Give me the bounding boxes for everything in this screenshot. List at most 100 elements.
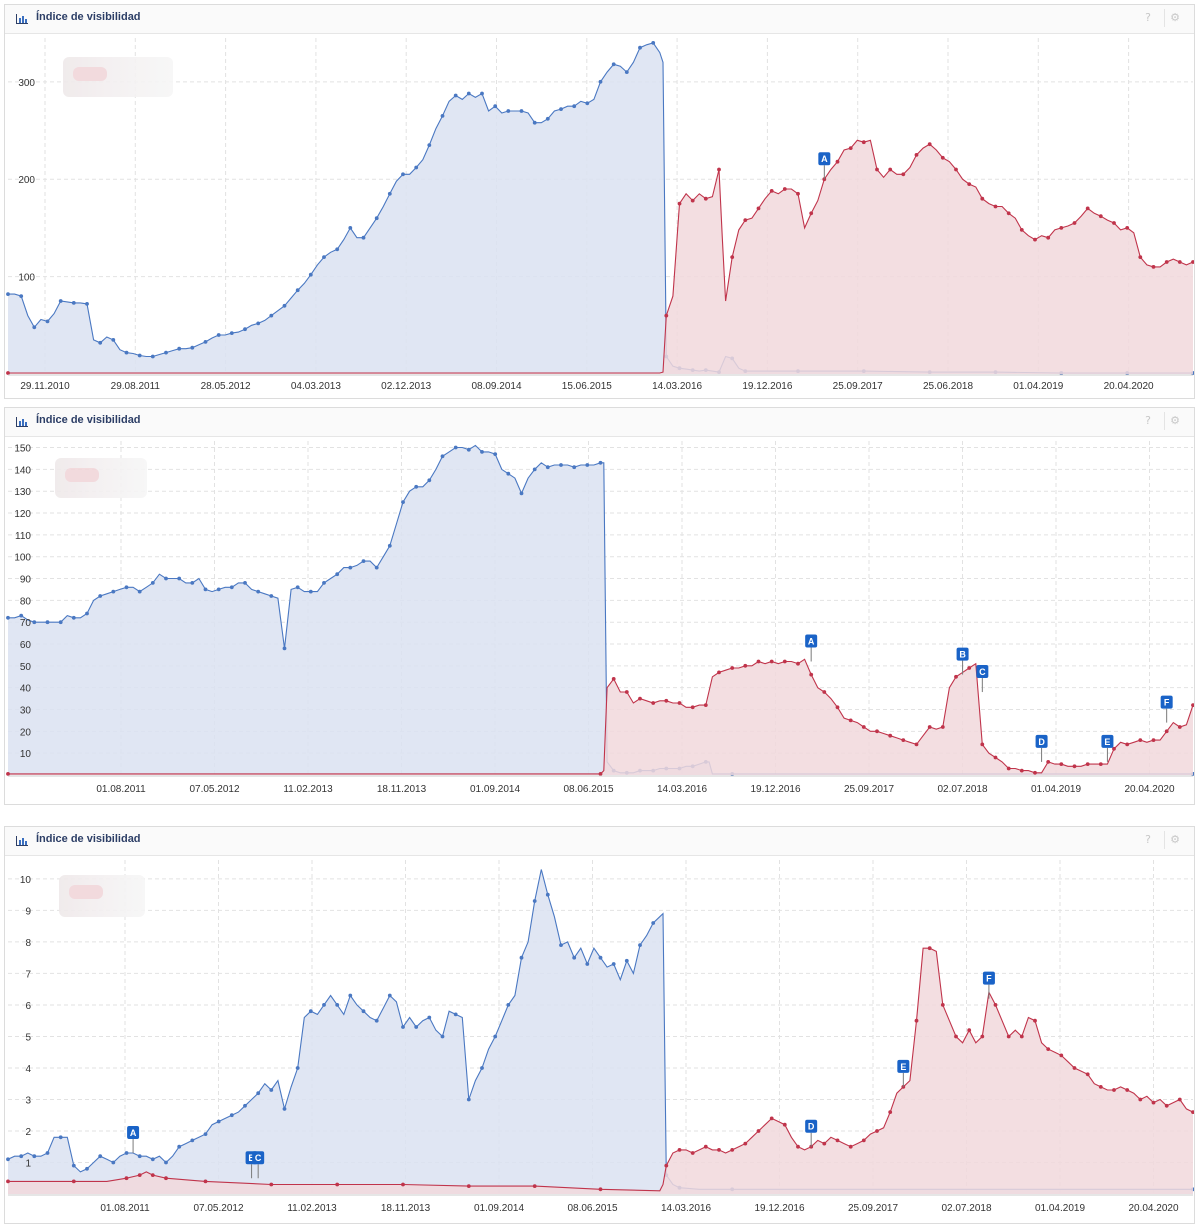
red-series-point[interactable] — [1072, 764, 1077, 769]
blue-series-point[interactable] — [216, 1119, 221, 1124]
blue-series-point[interactable] — [348, 226, 353, 230]
blue-series-point[interactable] — [203, 1132, 208, 1136]
blue-series-point[interactable] — [585, 101, 590, 106]
red-series-point[interactable] — [690, 1151, 695, 1155]
red-series-point[interactable] — [875, 167, 879, 172]
blue-series-point[interactable] — [572, 104, 577, 109]
red-series-point[interactable] — [861, 1138, 866, 1143]
red-series-point[interactable] — [782, 187, 787, 191]
blue-series-point[interactable] — [322, 255, 326, 259]
red-series-point[interactable] — [1072, 1066, 1077, 1070]
blue-series-point[interactable] — [453, 93, 458, 98]
red-series-point[interactable] — [6, 371, 10, 375]
red-series-point[interactable] — [743, 218, 748, 223]
blue-series-point[interactable] — [361, 235, 366, 240]
blue-series-point[interactable] — [177, 576, 182, 581]
blue-series-point[interactable] — [651, 921, 656, 925]
red-series-point[interactable] — [164, 1176, 168, 1181]
blue-series-point[interactable] — [124, 585, 129, 590]
red-series-point[interactable] — [875, 729, 879, 734]
help-icon[interactable]: ? — [1145, 11, 1151, 24]
red-series-point[interactable] — [1059, 1053, 1064, 1058]
blue-series-point[interactable] — [598, 955, 603, 960]
blue-series-point[interactable] — [71, 1163, 76, 1168]
red-series-point[interactable] — [967, 666, 972, 670]
red-series-point[interactable] — [809, 211, 814, 216]
event-marker-a[interactable]: A — [805, 634, 818, 662]
blue-series-point[interactable] — [440, 114, 445, 118]
blue-series-point[interactable] — [387, 993, 392, 998]
red-series-point[interactable] — [1006, 1034, 1011, 1039]
blue-series-point[interactable] — [216, 333, 221, 337]
red-series-point[interactable] — [835, 705, 840, 710]
red-series-point[interactable] — [822, 690, 827, 694]
blue-series-point[interactable] — [190, 1138, 195, 1143]
blue-series-point[interactable] — [532, 120, 537, 125]
blue-series-point[interactable] — [440, 1034, 445, 1039]
red-series-point[interactable] — [1177, 725, 1182, 729]
red-series-point[interactable] — [1191, 1110, 1194, 1114]
blue-series-point[interactable] — [98, 340, 103, 345]
red-series-point[interactable] — [993, 204, 998, 209]
red-series-point[interactable] — [769, 659, 774, 664]
red-series-point[interactable] — [743, 1141, 748, 1146]
red-series-point[interactable] — [1046, 760, 1051, 764]
blue-series-point[interactable] — [572, 955, 577, 960]
blue-series-point[interactable] — [493, 1034, 498, 1039]
blue-series-point[interactable] — [19, 1154, 24, 1159]
red-series-point[interactable] — [927, 946, 932, 951]
red-series-point[interactable] — [466, 1184, 471, 1188]
blue-series-point[interactable] — [282, 303, 287, 308]
red-series-point[interactable] — [703, 196, 708, 201]
blue-series-point[interactable] — [32, 325, 37, 330]
blue-series-point[interactable] — [150, 1157, 155, 1162]
red-series-point[interactable] — [861, 140, 866, 145]
blue-series-point[interactable] — [374, 1018, 379, 1023]
gear-icon[interactable]: ⚙ — [1170, 11, 1180, 24]
red-series-point[interactable] — [1112, 746, 1116, 751]
blue-series-point[interactable] — [32, 620, 37, 625]
red-series-point[interactable] — [677, 701, 682, 705]
blue-series-point[interactable] — [545, 892, 550, 897]
red-series-point[interactable] — [624, 690, 629, 694]
red-series-point[interactable] — [954, 1034, 958, 1039]
blue-series-point[interactable] — [98, 1154, 103, 1159]
red-series-point[interactable] — [598, 1187, 603, 1192]
blue-series-point[interactable] — [506, 471, 511, 476]
blue-series-point[interactable] — [401, 172, 405, 177]
blue-series-point[interactable] — [466, 1097, 471, 1102]
red-series-point[interactable] — [335, 1182, 340, 1187]
red-series-point[interactable] — [1019, 228, 1024, 232]
red-series-point[interactable] — [1019, 1034, 1024, 1039]
blue-series-point[interactable] — [256, 321, 261, 326]
red-series-point[interactable] — [1085, 762, 1090, 766]
red-series-point[interactable] — [1006, 766, 1011, 771]
blue-series-point[interactable] — [651, 41, 656, 45]
red-series-point[interactable] — [796, 1144, 800, 1149]
blue-series-point[interactable] — [335, 572, 340, 577]
red-series-point[interactable] — [638, 696, 642, 701]
red-series-point[interactable] — [1151, 738, 1156, 742]
red-series-point[interactable] — [6, 772, 10, 776]
blue-series-point[interactable] — [361, 559, 366, 563]
red-series-point[interactable] — [150, 1173, 155, 1177]
blue-series-point[interactable] — [190, 345, 195, 350]
blue-series-point[interactable] — [559, 107, 563, 111]
red-series-point[interactable] — [717, 670, 721, 675]
event-marker-c[interactable]: C — [252, 1151, 265, 1179]
event-marker-e[interactable]: E — [897, 1059, 910, 1087]
red-series-point[interactable] — [717, 1148, 721, 1152]
blue-series-point[interactable] — [519, 109, 524, 113]
blue-series-point[interactable] — [243, 327, 247, 332]
blue-series-point[interactable] — [256, 589, 261, 594]
red-series-point[interactable] — [756, 1129, 761, 1133]
blue-series-point[interactable] — [466, 447, 471, 452]
red-series-point[interactable] — [1125, 742, 1130, 747]
blue-series-point[interactable] — [19, 613, 24, 618]
red-series-point[interactable] — [914, 153, 919, 157]
red-series-point[interactable] — [1177, 1097, 1182, 1102]
red-series-point[interactable] — [664, 698, 669, 703]
red-series-point[interactable] — [782, 1122, 787, 1127]
blue-series-point[interactable] — [427, 143, 432, 147]
help-icon[interactable]: ? — [1145, 414, 1151, 427]
